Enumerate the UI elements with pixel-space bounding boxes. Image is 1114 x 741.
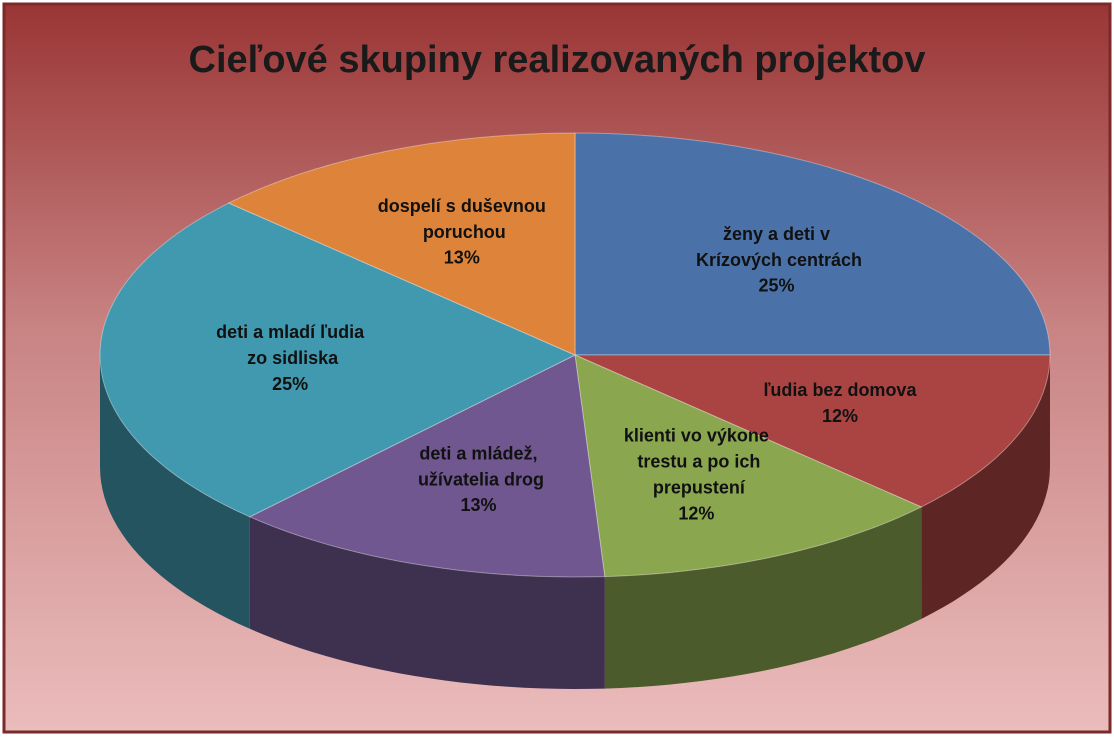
slice-label: ľudia bez domova <box>764 380 918 400</box>
slice <box>574 354 923 578</box>
slice <box>248 354 606 578</box>
slice <box>574 132 1051 356</box>
slice-label: dospelí s duševnou poruchou <box>378 196 546 242</box>
slice <box>227 132 576 356</box>
value-label: 13% <box>460 495 496 515</box>
value-label: 12% <box>822 406 858 426</box>
slice-label: ženy a deti v Krízových centrách <box>691 224 862 270</box>
value-label: 25% <box>759 276 795 296</box>
slice-label: deti a mladí ľudia zo sidliska <box>216 322 365 368</box>
value-label: 13% <box>444 248 480 268</box>
pie: ženy a deti v Krízových centrách 25% ľudia… <box>99 132 1051 689</box>
slice <box>99 202 577 518</box>
slice-side <box>100 355 250 629</box>
value-label: 12% <box>678 503 714 523</box>
slice-side <box>921 355 1050 619</box>
slice-side <box>249 516 605 689</box>
slice-side <box>604 507 922 689</box>
slice-label: deti a mládež, užívatelia drog <box>413 443 544 489</box>
chart-title: Cieľové skupiny realizovaných projektov <box>189 39 926 81</box>
value-label: 25% <box>272 374 308 394</box>
slice <box>574 354 1051 508</box>
slice-label: klienti vo výkone trestu a po ich prepus… <box>624 425 769 497</box>
